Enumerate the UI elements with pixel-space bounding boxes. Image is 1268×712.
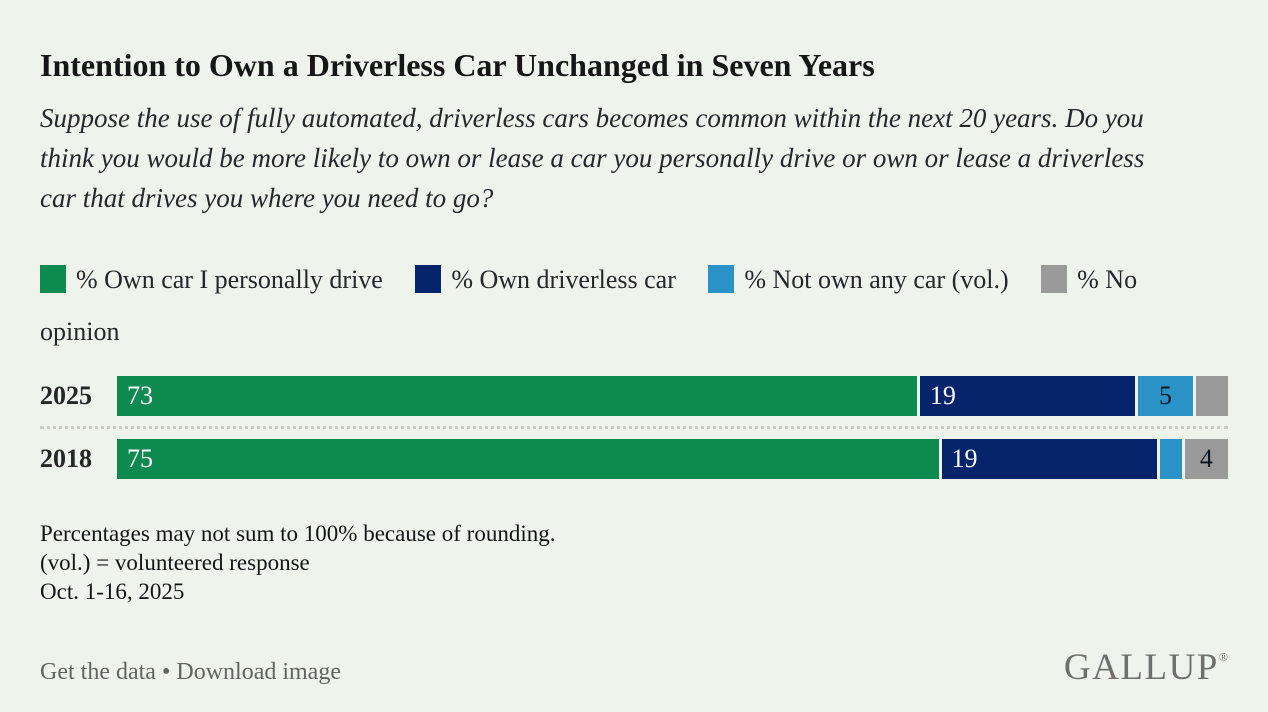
bar-segment: 75 <box>117 439 939 479</box>
bar-value-label: 73 <box>127 381 153 410</box>
row-separator <box>40 426 1228 429</box>
chart-title: Intention to Own a Driverless Car Unchan… <box>40 47 875 83</box>
bar-segment: 4 <box>1184 439 1228 479</box>
bar-segment: 19 <box>941 439 1158 479</box>
bar-segment: 5 <box>1138 376 1193 416</box>
category-label: 2025 <box>40 381 92 410</box>
legend-swatch <box>415 265 442 293</box>
bar-value-label: 75 <box>127 444 153 473</box>
category-label: 2018 <box>40 444 92 473</box>
footnotes: Percentages may not sum to 100% because … <box>40 519 1228 606</box>
bullet-separator: • <box>161 659 171 685</box>
bar-segment: 19 <box>919 376 1136 416</box>
bar-value-label: 19 <box>951 444 978 473</box>
legend-item: % No opinion <box>40 265 1137 346</box>
footer: Get the data • Download image GALLUP® <box>40 646 1228 689</box>
legend-item: % Not own any car (vol.) <box>708 265 1009 294</box>
legend-label: % Not own any car (vol.) <box>744 265 1009 294</box>
bar-segment <box>1195 376 1228 416</box>
bar-segment: 73 <box>117 376 917 416</box>
get-the-data-link[interactable]: Get the data <box>40 659 156 685</box>
legend-label: % Own car I personally drive <box>76 265 383 294</box>
legend-item: % Own car I personally drive <box>40 265 383 294</box>
bar-track: 73 19 5 <box>117 376 1228 416</box>
bar-value-label: 5 <box>1158 381 1172 410</box>
legend-swatch <box>1041 265 1068 293</box>
footnote-vol: (vol.) = volunteered response <box>40 550 310 575</box>
bar-row: 2018 75 19 4 <box>40 439 1228 479</box>
legend-label: % No opinion <box>40 265 1138 346</box>
bar-track: 75 19 4 <box>117 439 1228 479</box>
legend-item: % Own driverless car <box>415 265 676 294</box>
bar-value-label: 19 <box>929 381 956 410</box>
legend: % Own car I personally drive % Own drive… <box>40 254 1170 358</box>
gallup-wordmark: GALLUP <box>1063 647 1219 688</box>
footer-links: Get the data • Download image <box>40 659 341 686</box>
legend-swatch <box>708 265 735 293</box>
gallup-logo: GALLUP® <box>1064 646 1228 689</box>
bar-chart: 2025 73 19 5 2018 75 19 4 <box>40 376 1228 479</box>
bar-value-label: 4 <box>1199 444 1213 473</box>
legend-label: % Own driverless car <box>451 265 676 294</box>
footnote-rounding: Percentages may not sum to 100% because … <box>40 521 556 546</box>
registered-mark: ® <box>1218 650 1228 664</box>
download-image-link[interactable]: Download image <box>176 659 341 685</box>
bar-row: 2025 73 19 5 <box>40 376 1228 416</box>
footnote-date: Oct. 1-16, 2025 <box>40 579 185 604</box>
legend-swatch <box>40 265 66 293</box>
chart-question: Suppose the use of fully automated, driv… <box>40 103 1145 213</box>
bar-segment <box>1160 439 1182 479</box>
